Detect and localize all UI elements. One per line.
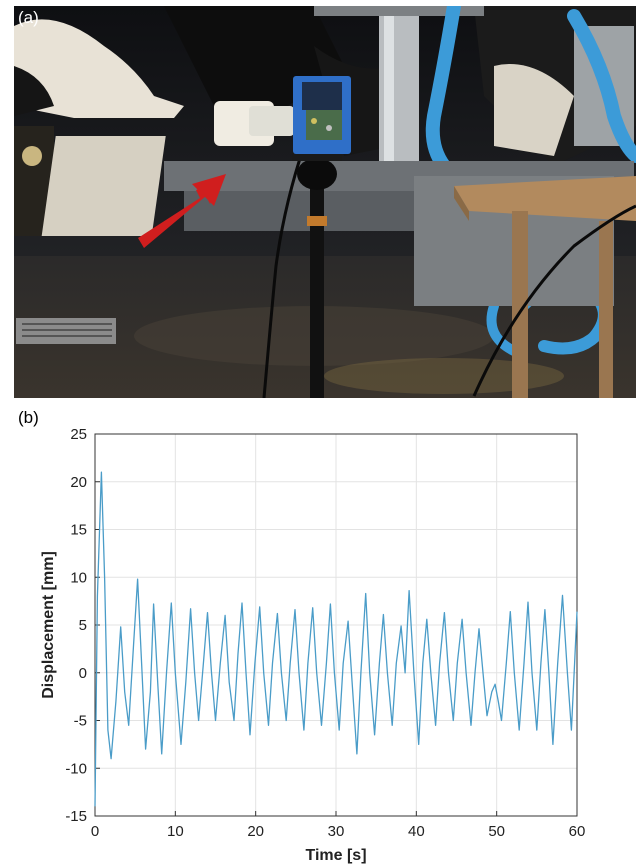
x-tick-label: 60 — [569, 823, 586, 840]
x-tick-label: 10 — [167, 823, 184, 840]
y-tick-label: 10 — [70, 569, 87, 586]
sensor-cable — [262, 145, 306, 398]
panel-b-label: (b) — [18, 408, 39, 427]
x-tick-label: 50 — [488, 823, 505, 840]
milking-parlour-photo — [14, 6, 636, 398]
camera-tripod — [292, 151, 342, 398]
y-tick-label: -10 — [65, 760, 87, 777]
red-arrow-icon — [138, 174, 226, 248]
y-axis-title: Displacement [mm] — [40, 551, 57, 699]
y-tick-label: 0 — [79, 665, 87, 682]
y-tick-label: -5 — [74, 713, 87, 730]
y-tick-label: 20 — [70, 474, 87, 491]
x-axis-title: Time [s] — [305, 847, 366, 864]
displacement-series-line — [94, 471, 578, 807]
y-tick-label: 5 — [79, 617, 87, 634]
x-tick-label: 0 — [91, 823, 99, 840]
x-tick-label: 20 — [247, 823, 264, 840]
panel-a-label: (a) — [18, 8, 39, 27]
displacement-chart: 0 10 20 30 40 50 60 -15 -10 -5 0 5 10 15 20 25 Time [s] D… — [40, 426, 586, 864]
x-tick-label: 40 — [408, 823, 425, 840]
y-tick-label: -15 — [65, 808, 87, 825]
wooden-table — [454, 176, 636, 398]
sensor-camera-box — [293, 76, 351, 154]
floor-drain-grate — [16, 318, 116, 344]
x-tick-label: 30 — [328, 823, 345, 840]
milking-cluster-left — [14, 101, 294, 236]
y-tick-label: 15 — [70, 522, 87, 539]
y-tick-label: 25 — [70, 426, 87, 443]
